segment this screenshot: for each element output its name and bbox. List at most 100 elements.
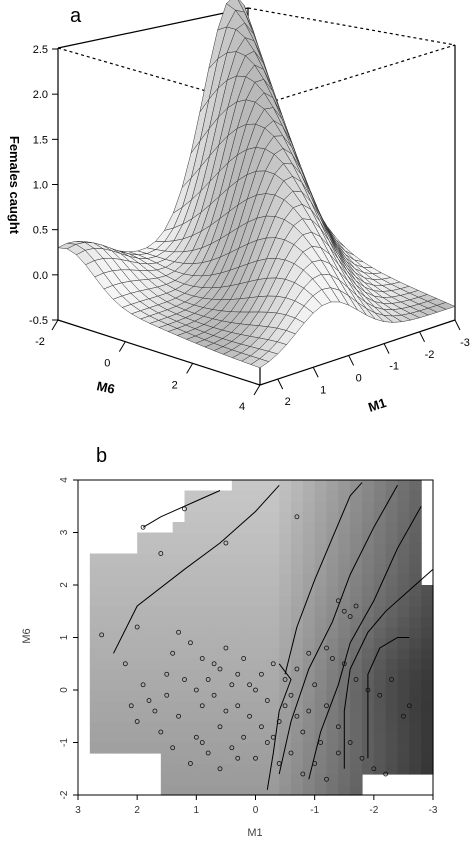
heat-cell <box>362 543 375 555</box>
heat-cell <box>302 511 316 523</box>
data-point <box>223 645 229 651</box>
m1-tick-label-b: 0 <box>253 805 259 816</box>
data-point <box>146 698 152 703</box>
heat-cell <box>302 637 316 649</box>
heat-cell <box>326 501 339 513</box>
data-point <box>217 766 223 772</box>
m1-tick <box>383 343 390 354</box>
heat-cell <box>338 480 351 492</box>
heat-cell <box>113 564 126 576</box>
heat-cell <box>397 721 410 733</box>
heat-cell <box>243 658 257 670</box>
heat-cell <box>409 679 422 691</box>
heat-cell <box>125 732 138 744</box>
data-point <box>176 713 181 719</box>
heat-cell <box>350 753 363 765</box>
heat-cell <box>160 742 174 754</box>
heat-cell <box>314 648 328 660</box>
heat-cell <box>231 553 245 565</box>
heat-cell <box>196 543 209 555</box>
heat-cell <box>373 700 387 712</box>
heat-cell <box>184 543 197 555</box>
heat-cell <box>149 648 162 660</box>
heat-cell <box>350 490 363 502</box>
heat-cell <box>350 774 363 786</box>
heat-cell <box>409 753 422 765</box>
heat-cell <box>291 543 304 555</box>
heat-cell <box>302 553 316 565</box>
heat-cell <box>255 511 268 523</box>
heat-cell <box>160 669 174 681</box>
heat-cell <box>385 763 399 775</box>
heat-cell <box>243 595 257 607</box>
heat-cell <box>172 700 186 712</box>
heat-cell <box>350 522 363 534</box>
m6-tick-label: 0 <box>104 358 110 370</box>
heat-cell <box>231 721 245 733</box>
data-point <box>270 661 276 667</box>
heat-cell <box>409 490 422 502</box>
heat-cell <box>160 648 174 660</box>
heat-cell <box>397 732 410 744</box>
m1-tick-label-b: 3 <box>75 805 81 816</box>
z-tick-label: 0.5 <box>33 225 48 237</box>
heat-cell <box>231 585 245 597</box>
heat-cell <box>314 732 328 744</box>
heat-cell <box>113 742 126 754</box>
heat-cell <box>89 627 103 639</box>
data-point <box>253 687 258 693</box>
heat-cell <box>113 553 126 565</box>
heat-cell <box>196 690 209 702</box>
heat-cell <box>362 511 375 523</box>
heat-cell <box>89 700 103 712</box>
heat-cell <box>326 774 339 786</box>
m1-axis: -3 -2 -1 0 1 2 <box>277 319 470 408</box>
data-point <box>235 755 241 761</box>
heat-cell <box>231 700 245 712</box>
data-point <box>264 740 270 745</box>
heat-cell <box>338 637 351 649</box>
m1-tick <box>312 367 319 378</box>
data-point <box>353 677 359 682</box>
heat-cell <box>314 753 328 765</box>
heat-cell <box>125 690 138 702</box>
heat-cell <box>314 543 328 555</box>
m1-axis-b: 3 2 1 0 -1 -2 -3 <box>75 795 438 816</box>
heat-cell <box>267 543 280 555</box>
heat-cell <box>385 721 399 733</box>
heat-cell <box>160 574 174 586</box>
heat-cell <box>314 742 328 754</box>
m1-tick <box>277 378 284 390</box>
m1-tick-label: -3 <box>460 337 470 349</box>
heat-cell <box>279 721 292 733</box>
heat-cell <box>172 711 186 723</box>
heat-cell <box>255 679 268 691</box>
heat-cell <box>350 669 363 681</box>
heat-cell <box>409 522 422 534</box>
heat-cell <box>326 627 339 639</box>
heat-cell <box>196 721 209 733</box>
heat-cell <box>314 669 328 681</box>
heat-cell <box>149 595 162 607</box>
heat-cell <box>326 700 339 712</box>
data-point <box>264 698 270 703</box>
heat-cell <box>208 564 221 576</box>
heat-cell <box>255 763 268 775</box>
heat-cell <box>125 658 138 670</box>
heat-cell <box>267 522 280 534</box>
heat-cell <box>172 564 186 576</box>
m6-tick-label-b: 3 <box>59 529 70 535</box>
heat-cell <box>267 690 280 702</box>
heat-cell <box>149 721 162 733</box>
heat-cell <box>125 669 138 681</box>
data-point <box>306 650 312 656</box>
heat-cell <box>302 585 316 597</box>
heat-cell <box>421 595 434 607</box>
m1-tick <box>454 319 461 331</box>
heat-cell <box>350 784 363 796</box>
heat-cell <box>243 648 257 660</box>
data-point <box>229 745 235 751</box>
heat-cell <box>255 637 268 649</box>
heat-cell <box>421 742 434 754</box>
data-point <box>182 677 187 682</box>
